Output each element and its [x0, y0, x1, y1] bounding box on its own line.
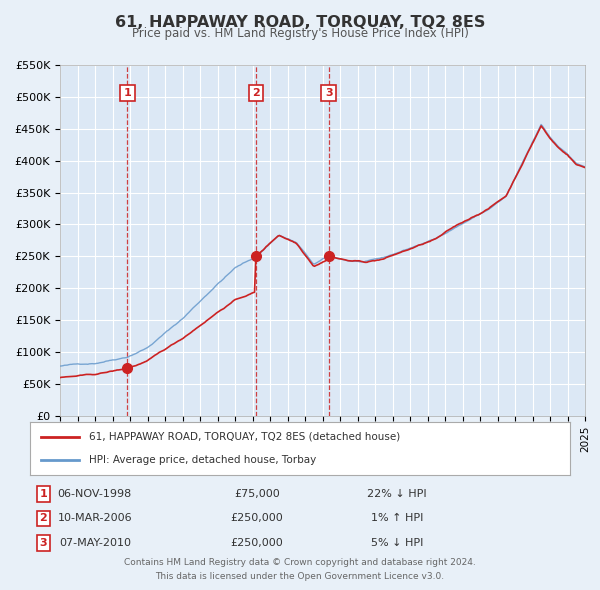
- Text: 61, HAPPAWAY ROAD, TORQUAY, TQ2 8ES (detached house): 61, HAPPAWAY ROAD, TORQUAY, TQ2 8ES (det…: [89, 432, 401, 442]
- Text: £250,000: £250,000: [230, 513, 283, 523]
- Text: 10-MAR-2006: 10-MAR-2006: [58, 513, 132, 523]
- Text: 61, HAPPAWAY ROAD, TORQUAY, TQ2 8ES: 61, HAPPAWAY ROAD, TORQUAY, TQ2 8ES: [115, 15, 485, 30]
- Text: Price paid vs. HM Land Registry's House Price Index (HPI): Price paid vs. HM Land Registry's House …: [131, 27, 469, 40]
- Text: 3: 3: [325, 88, 332, 98]
- Text: 07-MAY-2010: 07-MAY-2010: [59, 538, 131, 548]
- Text: £75,000: £75,000: [234, 489, 280, 499]
- Text: 3: 3: [40, 538, 47, 548]
- Text: 06-NOV-1998: 06-NOV-1998: [58, 489, 132, 499]
- Text: HPI: Average price, detached house, Torbay: HPI: Average price, detached house, Torb…: [89, 455, 317, 465]
- Text: 1: 1: [40, 489, 47, 499]
- Text: 22% ↓ HPI: 22% ↓ HPI: [367, 489, 427, 499]
- Text: This data is licensed under the Open Government Licence v3.0.: This data is licensed under the Open Gov…: [155, 572, 445, 581]
- Text: 5% ↓ HPI: 5% ↓ HPI: [371, 538, 424, 548]
- Text: 2: 2: [40, 513, 47, 523]
- Text: 1: 1: [124, 88, 131, 98]
- Text: £250,000: £250,000: [230, 538, 283, 548]
- Text: Contains HM Land Registry data © Crown copyright and database right 2024.: Contains HM Land Registry data © Crown c…: [124, 558, 476, 566]
- Text: 2: 2: [252, 88, 260, 98]
- Text: 1% ↑ HPI: 1% ↑ HPI: [371, 513, 424, 523]
